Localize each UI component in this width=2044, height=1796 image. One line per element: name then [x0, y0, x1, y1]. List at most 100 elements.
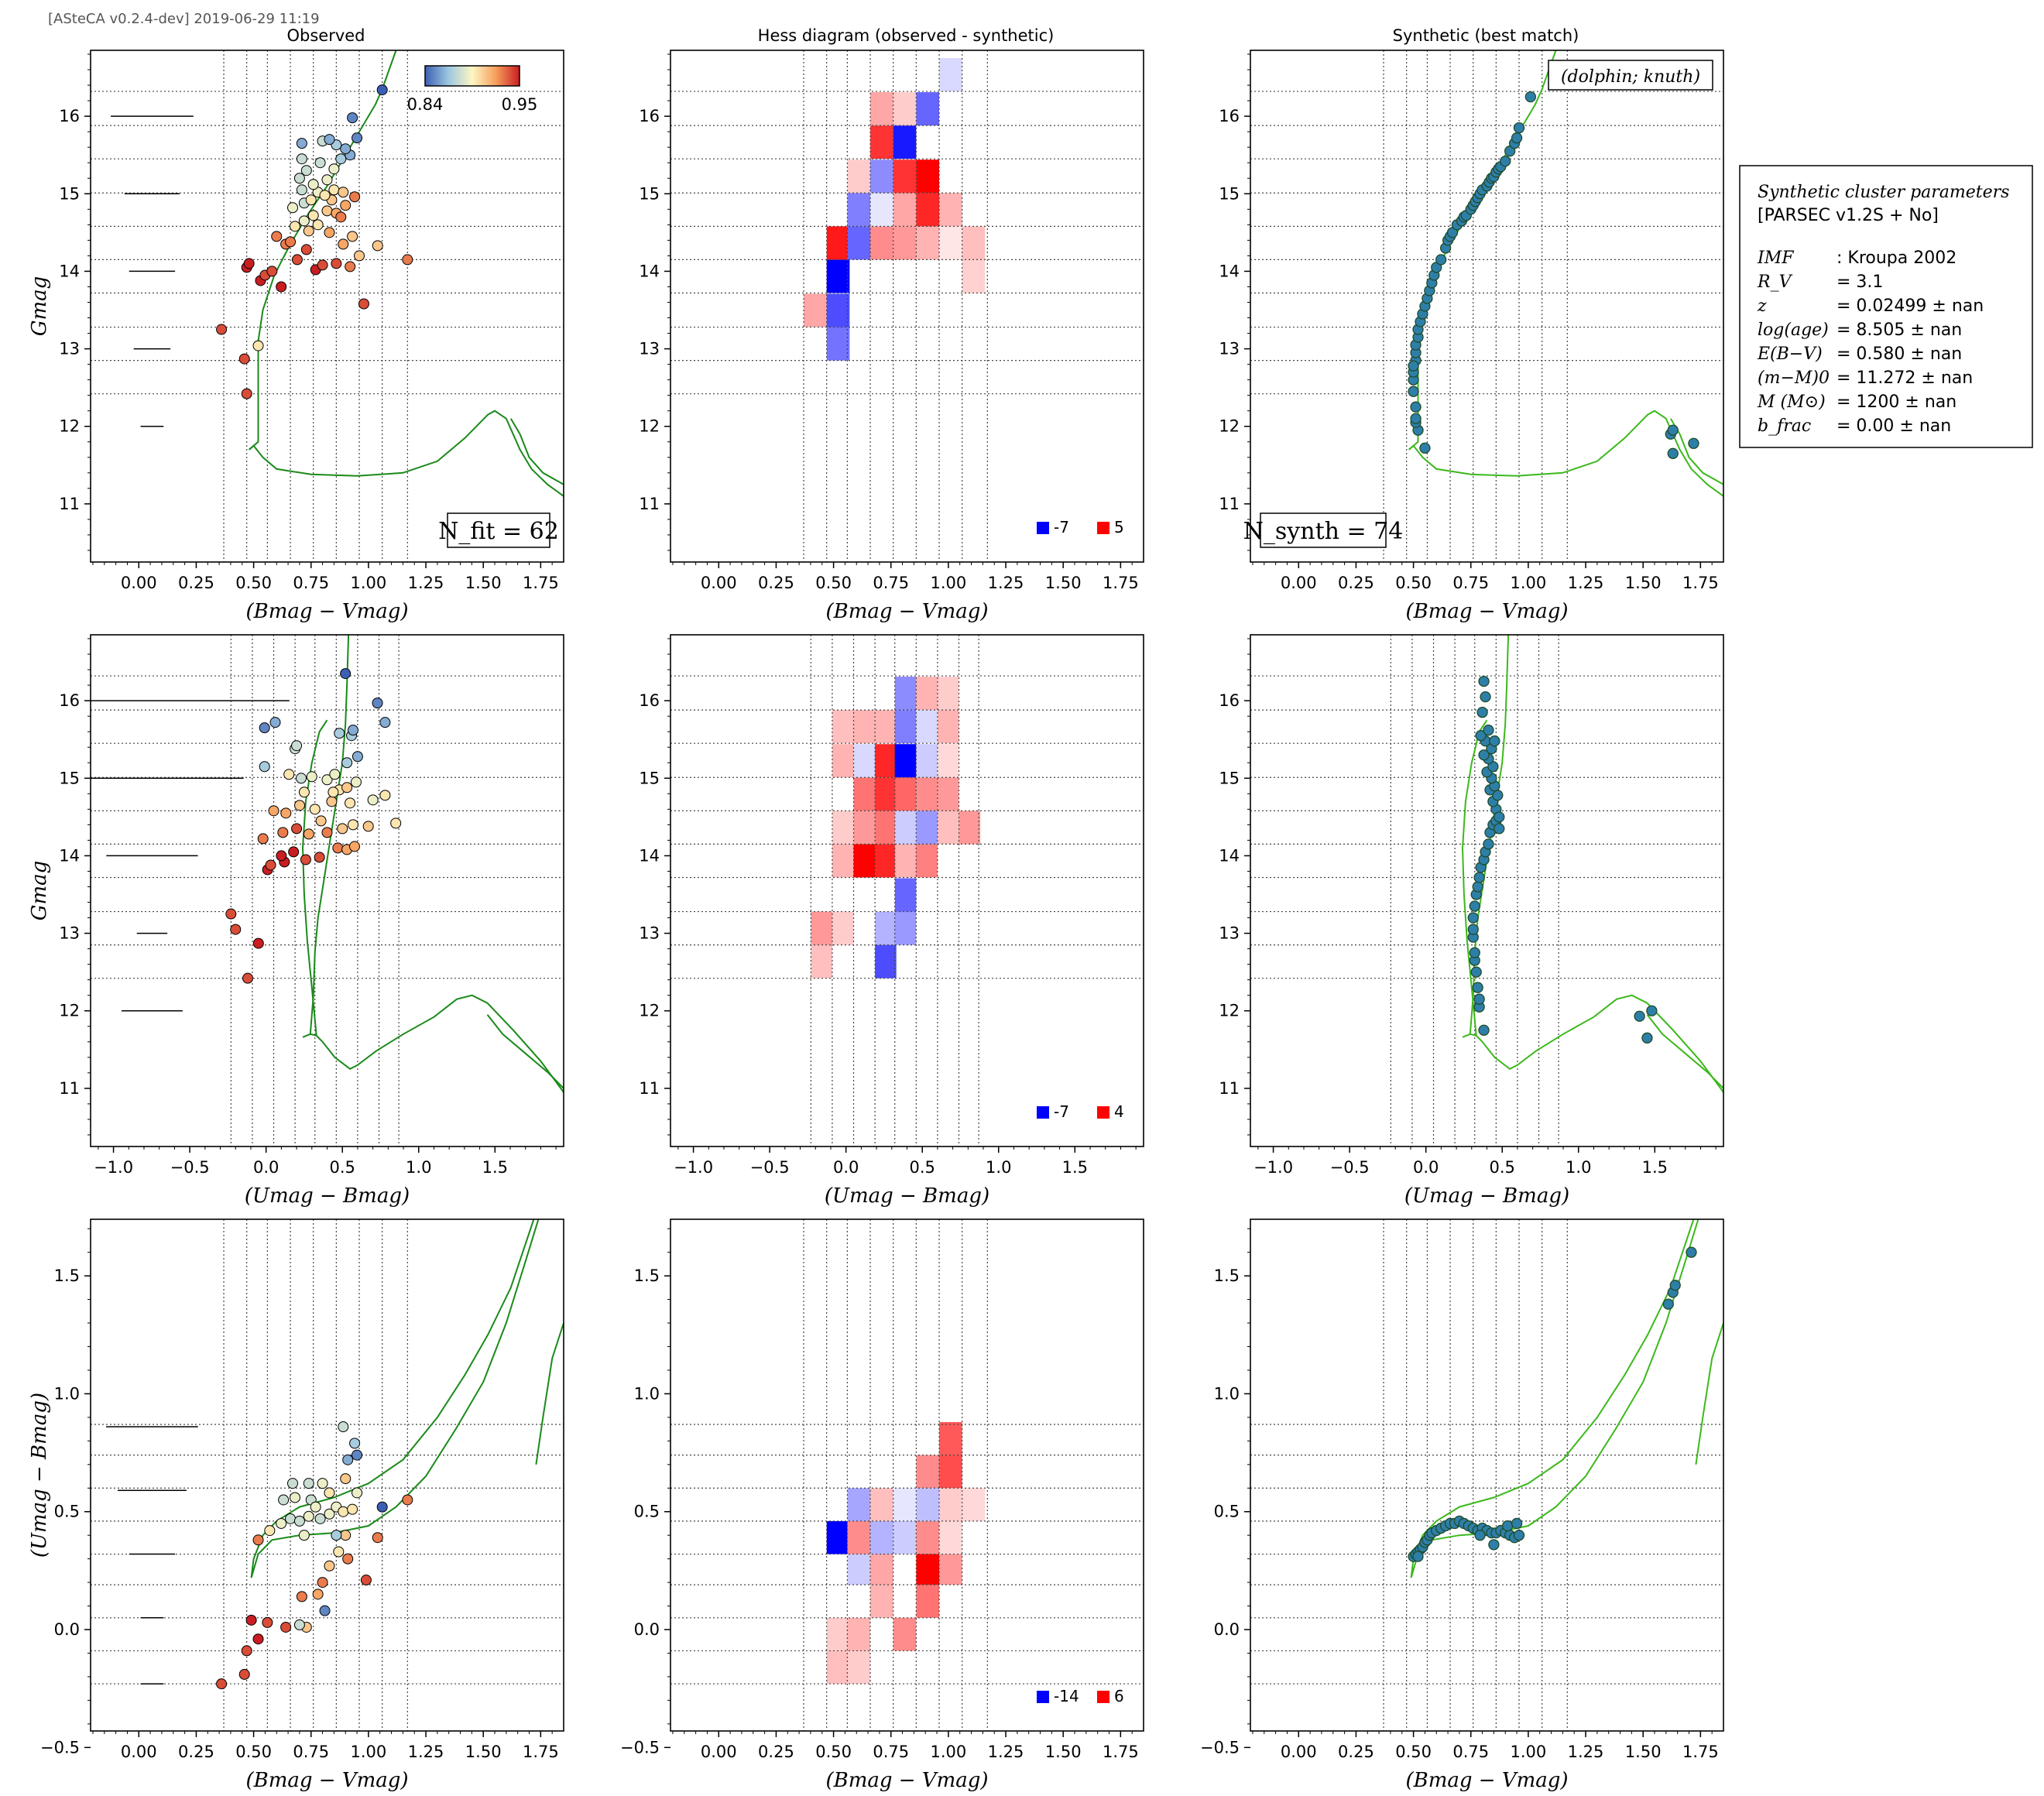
hess-legend-neg-label: -7 [1054, 518, 1069, 536]
synthetic-star [1412, 1551, 1424, 1562]
x-tick-label: 0.5 [1490, 1158, 1515, 1177]
x-tick-label: 0.75 [293, 1743, 329, 1761]
isochrone-line [519, 434, 564, 485]
y-tick-label: 0.0 [54, 1620, 80, 1639]
x-tick-label: 1.25 [408, 1743, 444, 1761]
observed-star [310, 1501, 321, 1513]
hess-cell [811, 944, 832, 979]
hess-cell [847, 226, 871, 260]
x-tick-label: 1.75 [523, 574, 559, 592]
hess-legend-pos-label: 5 [1114, 518, 1124, 536]
hess-cell [894, 844, 917, 878]
observed-star [341, 782, 353, 793]
x-tick-label: 1.50 [465, 1743, 502, 1761]
synthetic-star [1470, 966, 1482, 978]
y-tick-label: 14 [1219, 262, 1240, 280]
hess-cell [832, 744, 854, 778]
y-tick-label: 11 [59, 495, 80, 513]
isochrone-line [1410, 1219, 1695, 1578]
x-tick-label: 0.75 [1452, 1743, 1489, 1761]
y-tick-label: 14 [639, 846, 660, 865]
x-tick-label: 1.75 [1682, 574, 1719, 592]
synthetic-star [1478, 675, 1490, 687]
observed-star [252, 1534, 264, 1546]
observed-star [335, 211, 347, 223]
x-tick-label: 1.0 [986, 1158, 1011, 1177]
hess-cell [893, 1520, 917, 1554]
panel-BV-G-synthetic: 0.00 0.25 0.50 0.75 1.00 1.25 1.50 1.75 11 12 13 14… [1219, 50, 1724, 623]
x-tick-label: 1.50 [1045, 574, 1082, 592]
hess-cell [853, 811, 876, 845]
x-tick-label: 1.50 [1045, 1743, 1082, 1761]
y-axis-label: (Umag − Bmag) [28, 1393, 51, 1558]
observed-star [345, 797, 356, 809]
y-tick-label: 1.0 [54, 1384, 80, 1403]
observed-star [352, 1487, 363, 1499]
hess-cell [832, 844, 854, 878]
observed-star [252, 340, 264, 351]
synthetic-star [1500, 156, 1511, 167]
panel-plot-area [1250, 1219, 1723, 1731]
synthetic-star [1494, 811, 1505, 823]
observed-star [306, 771, 317, 783]
panel-UB-G-synthetic: −1.0 −0.5 0.0 0.5 1.0 1.5 11 12 13 14 15 16 (Umag − … [1219, 634, 1724, 1208]
hess-cell [894, 777, 917, 811]
x-tick-label: 1.50 [1625, 574, 1662, 592]
synthetic-star [1488, 1539, 1500, 1551]
observed-star [303, 225, 314, 237]
x-tick-label: 1.50 [1625, 1743, 1662, 1761]
observed-star [294, 800, 306, 811]
hess-cell [916, 1488, 940, 1521]
observed-star [324, 1560, 335, 1572]
hess-cell [811, 911, 832, 945]
hess-cell [870, 193, 893, 227]
y-tick-label: 0.5 [1214, 1503, 1240, 1521]
hess-cell [916, 1585, 940, 1618]
hess-legend-neg-label: -14 [1054, 1687, 1079, 1705]
observed-star [334, 728, 345, 739]
y-tick-label: 13 [1219, 340, 1240, 358]
observed-star [289, 1492, 300, 1503]
hess-cell [853, 710, 876, 744]
synthetic-star [1410, 413, 1422, 424]
hess-cell [870, 1488, 893, 1521]
hess-cell [870, 125, 893, 159]
y-tick-label: −0.5 [1200, 1738, 1240, 1757]
synthetic-star [1502, 1520, 1514, 1532]
hess-cell [939, 193, 962, 227]
panel-plot-area [670, 1219, 1144, 1731]
observed-star [352, 751, 363, 763]
x-tick-label: 0.75 [293, 574, 329, 592]
x-tick-label: 1.5 [1642, 1158, 1668, 1177]
x-tick-label: 0.00 [1281, 1743, 1317, 1761]
hess-cell [916, 710, 938, 744]
synthetic-star [1472, 881, 1483, 893]
observed-star [331, 258, 342, 269]
y-tick-label: 1.0 [634, 1384, 660, 1403]
panel-BV-G-observed: 0.00 0.25 0.50 0.75 1.00 1.25 1.50 1.75 11 12 13 14… [28, 50, 564, 623]
method-label: (dolphin; knuth) [1561, 67, 1700, 87]
observed-star [372, 240, 383, 252]
hess-cell [916, 193, 940, 227]
x-tick-label: 1.0 [1566, 1158, 1591, 1177]
observed-star [350, 776, 362, 788]
x-tick-label: 1.75 [1682, 1743, 1719, 1761]
isochrone-line [249, 410, 564, 497]
x-tick-label: 1.5 [1062, 1158, 1088, 1177]
y-axis-label: Gmag [28, 276, 51, 337]
hess-cell [893, 226, 917, 260]
observed-star [317, 1478, 328, 1489]
y-tick-label: 12 [59, 1002, 80, 1020]
panel-plot-area [670, 50, 1144, 562]
params-row-name: (m−M)0 [1758, 368, 1830, 388]
colorbar-min-label: 0.84 [407, 95, 444, 114]
y-tick-label: 12 [639, 417, 660, 436]
observed-star [319, 190, 331, 201]
observed-star [216, 1678, 228, 1690]
observed-star [262, 1616, 273, 1628]
hess-cell [875, 710, 897, 744]
x-axis-label: (Umag − Bmag) [1404, 1184, 1569, 1208]
synthetic-star [1478, 1024, 1490, 1036]
hess-cell [853, 744, 876, 778]
